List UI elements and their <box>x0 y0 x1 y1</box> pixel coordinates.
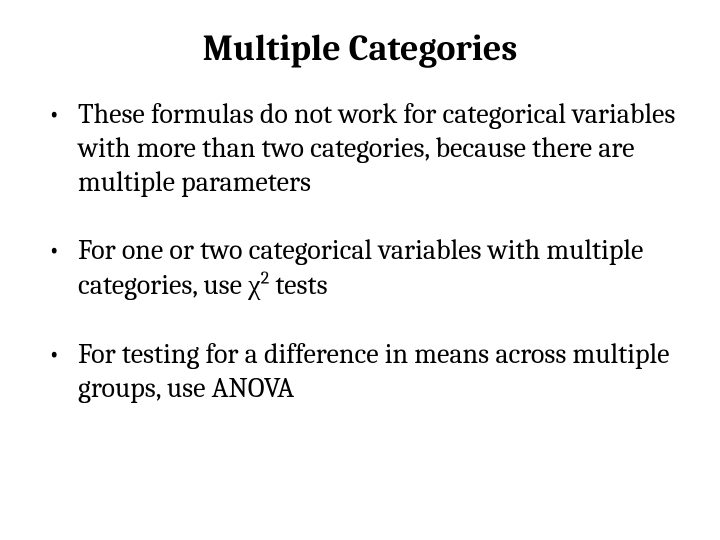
chi-symbol: χ <box>248 270 260 301</box>
bullet-list: These formulas do not work for categoric… <box>40 97 680 405</box>
bullet-text-prefix: For one or two categorical variables wit… <box>78 234 643 300</box>
list-item: For testing for a difference in means ac… <box>40 337 680 405</box>
superscript-2: 2 <box>261 267 270 288</box>
slide-title: Multiple Categories <box>40 28 680 69</box>
bullet-text-suffix: tests <box>269 269 327 301</box>
list-item: For one or two categorical variables wit… <box>40 233 680 302</box>
list-item: These formulas do not work for categoric… <box>40 97 680 199</box>
